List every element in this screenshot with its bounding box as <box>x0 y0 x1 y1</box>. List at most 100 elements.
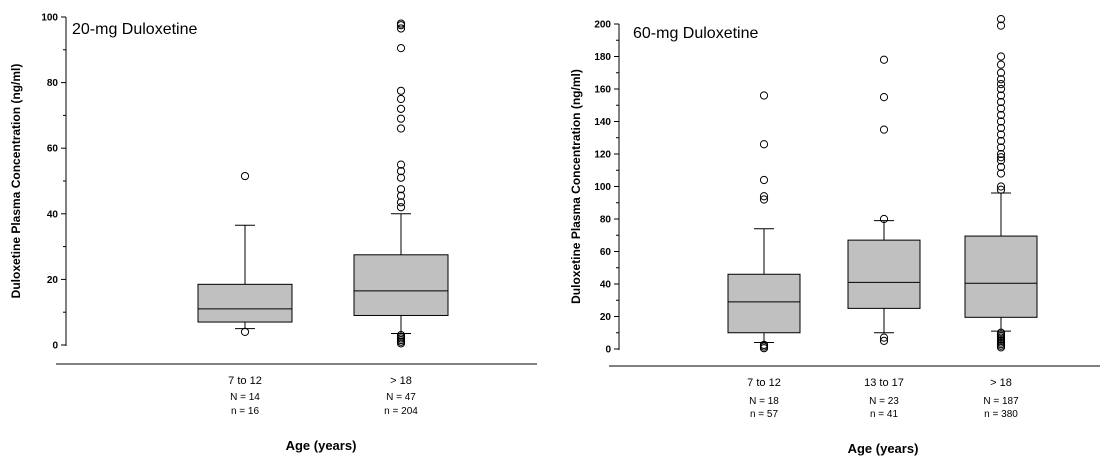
outlier-point <box>996 143 1006 152</box>
outlier-point <box>396 94 406 104</box>
category-label: 13 to 17 <box>864 377 904 389</box>
category-label: > 18 <box>390 375 412 387</box>
outlier-point <box>996 185 1006 194</box>
box-iqr <box>197 283 293 323</box>
outlier-point <box>396 331 406 340</box>
y-tick-label: 120 <box>594 150 611 161</box>
outlier-point <box>996 182 1006 191</box>
outlier-point <box>996 68 1006 77</box>
outlier-point <box>996 75 1006 84</box>
outlier-point <box>759 195 769 204</box>
y-tick-label: 0 <box>605 345 611 356</box>
outlier-point <box>996 21 1006 30</box>
y-tick-label: 20 <box>600 312 612 323</box>
outlier-point <box>396 160 406 169</box>
sample-count-label: n = 41 <box>870 409 899 420</box>
chart-panel-2: 0 20 40 60 80 100 120 140 160 180 200 60-mg Duloxet… <box>569 15 1100 456</box>
box-group: 13 to 17 N = 23 n = 41 <box>847 55 921 420</box>
outlier-point <box>879 93 889 102</box>
outlier-point <box>879 125 889 134</box>
box-iqr <box>353 254 449 316</box>
box-iqr <box>727 273 801 334</box>
x-axis-label: Age (years) <box>286 438 357 453</box>
outlier-point <box>396 124 406 133</box>
outlier-point <box>879 55 889 64</box>
outlier-point <box>396 104 406 113</box>
category-label: 7 to 12 <box>747 377 781 389</box>
outlier-point <box>396 19 406 28</box>
box-group: 7 to 12 N = 14 n = 16 <box>197 171 293 417</box>
outlier-point <box>240 171 250 181</box>
outlier-point <box>396 203 406 212</box>
chart-panel-1: 0 20 40 60 80 100 20-mg Duloxetine Duloxetine P… <box>9 13 537 453</box>
outlier-point <box>396 167 406 176</box>
y-tick-label: 180 <box>594 52 611 63</box>
outlier-point <box>879 214 889 224</box>
box-iqr <box>964 235 1038 318</box>
outlier-point <box>396 86 406 95</box>
outlier-point <box>240 327 250 336</box>
y-tick-label: 100 <box>594 182 611 193</box>
outlier-point <box>396 24 406 33</box>
outlier-point <box>396 198 406 207</box>
outlier-point <box>996 110 1006 120</box>
outlier-point <box>996 91 1006 100</box>
outlier-point <box>996 328 1006 337</box>
subject-count-label: N = 47 <box>386 392 416 403</box>
outlier-point <box>996 97 1006 107</box>
subject-count-label: N = 23 <box>869 396 899 407</box>
outlier-point <box>396 191 406 200</box>
subject-count-label: N = 18 <box>749 396 779 407</box>
outlier-point <box>996 169 1006 178</box>
sample-count-label: n = 380 <box>984 409 1018 420</box>
x-axis-label: Age (years) <box>848 441 919 456</box>
y-axis-label: Duloxetine Plasma Concentration (ng/ml) <box>9 64 23 299</box>
outlier-point <box>759 342 769 351</box>
subject-count-label: N = 14 <box>230 392 260 403</box>
outlier-point <box>996 162 1006 172</box>
outlier-point <box>996 84 1006 94</box>
y-tick-label: 80 <box>600 215 612 226</box>
y-tick-label: 40 <box>600 280 612 291</box>
y-tick-label: 60 <box>47 144 59 155</box>
box-group: 7 to 12 N = 18 n = 57 <box>727 91 801 420</box>
chart-title: 20-mg Duloxetine <box>72 21 198 38</box>
box-group: > 18 N = 47 n = 204 <box>353 19 449 417</box>
outlier-point <box>996 80 1006 89</box>
outlier-point <box>996 15 1006 24</box>
outlier-point <box>996 104 1006 113</box>
y-tick-label: 40 <box>47 209 59 220</box>
y-tick-label: 80 <box>47 78 59 89</box>
outlier-point <box>759 91 769 100</box>
outlier-point <box>996 156 1006 165</box>
y-tick-label: 100 <box>41 13 58 24</box>
y-tick-label: 20 <box>47 275 59 286</box>
y-axis-label: Duloxetine Plasma Concentration (ng/ml) <box>569 69 583 304</box>
y-tick-label: 60 <box>600 247 612 258</box>
outlier-point <box>996 136 1006 146</box>
outlier-point <box>879 333 889 342</box>
outlier-point <box>396 173 406 182</box>
y-tick-label: 160 <box>594 85 611 96</box>
y-tick-label: 140 <box>594 117 611 128</box>
category-label: > 18 <box>990 377 1012 389</box>
outlier-point <box>996 153 1006 162</box>
outlier-point <box>759 192 769 201</box>
outlier-point <box>996 60 1006 69</box>
y-tick-label: 200 <box>594 20 611 31</box>
outlier-point <box>396 114 406 123</box>
outlier-point <box>879 336 889 345</box>
outlier-point <box>759 175 769 185</box>
sample-count-label: n = 16 <box>231 406 260 417</box>
chart-title: 60-mg Duloxetine <box>633 25 759 42</box>
outlier-point <box>759 340 769 350</box>
outlier-point <box>396 185 406 194</box>
outlier-point <box>996 123 1006 133</box>
sample-count-label: n = 57 <box>750 409 779 420</box>
outlier-point <box>996 52 1006 61</box>
box-iqr <box>847 239 921 309</box>
outlier-point <box>759 140 769 149</box>
category-label: 7 to 12 <box>228 375 262 387</box>
sample-count-label: n = 204 <box>384 406 418 417</box>
